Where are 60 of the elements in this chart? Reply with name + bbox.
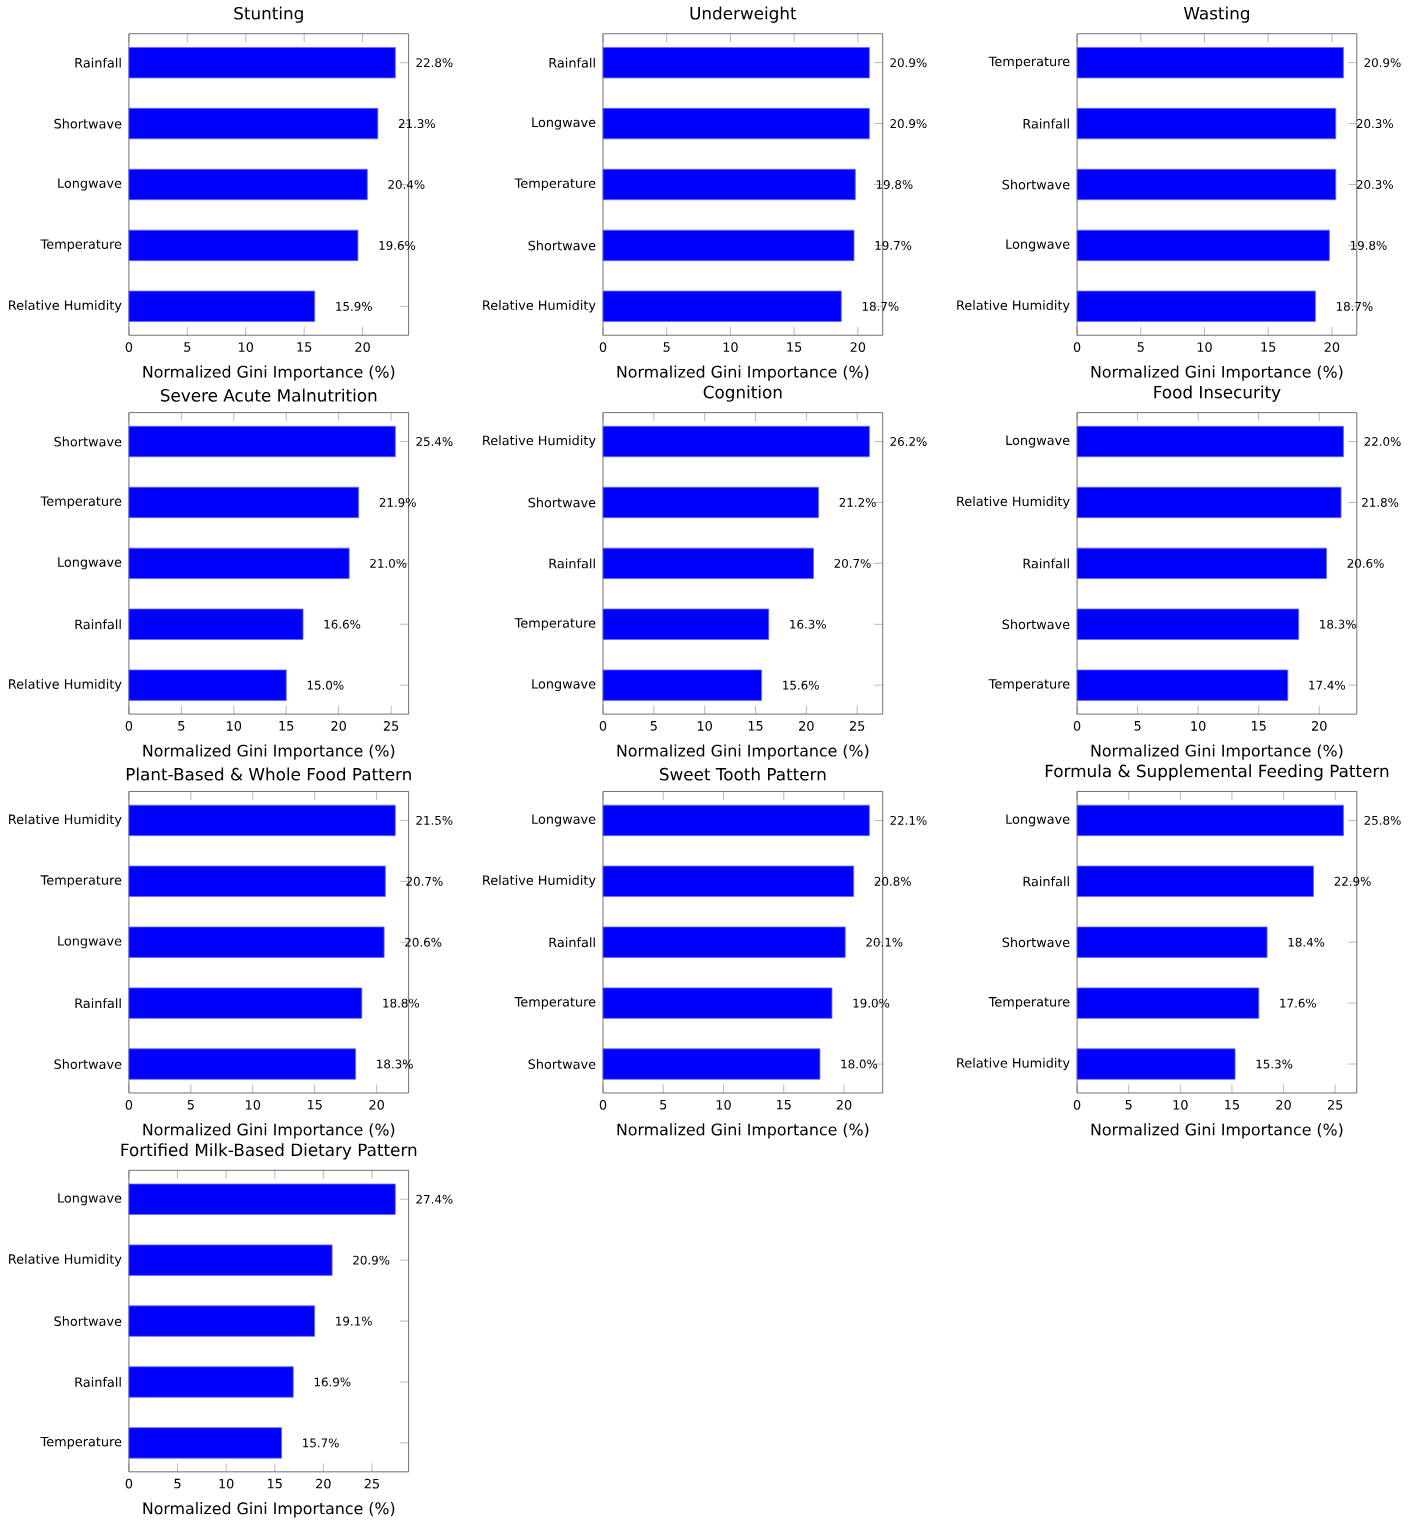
- bar: [128, 987, 363, 1019]
- bar: [128, 1366, 294, 1398]
- bar: [128, 926, 385, 958]
- chart-title: Underweight: [690, 6, 797, 23]
- chart-title: Plant-Based & Whole Food Pattern: [126, 767, 411, 781]
- bar: [1076, 290, 1316, 322]
- bar: [128, 608, 304, 640]
- bar: [128, 1244, 333, 1276]
- bar: [602, 47, 870, 79]
- bar: [128, 486, 359, 519]
- bar: [1076, 608, 1299, 640]
- bar: [602, 608, 769, 640]
- bar: [1076, 107, 1337, 140]
- chart-title: Wasting: [1183, 6, 1249, 23]
- bar: [602, 425, 870, 458]
- bar: [128, 1048, 356, 1080]
- bar: [602, 1048, 821, 1080]
- bar: [128, 290, 315, 322]
- bar: [128, 229, 359, 262]
- bar: [602, 926, 846, 958]
- chart-title: Formula & Supplemental Feeding Pattern: [1045, 764, 1389, 781]
- bar: [602, 168, 856, 201]
- bar: [128, 1183, 396, 1215]
- bar: [602, 669, 762, 701]
- chart-title: Cognition: [703, 385, 782, 402]
- bar: [1076, 547, 1327, 579]
- bar: [1076, 425, 1344, 458]
- bar: [602, 486, 819, 519]
- bar: [128, 168, 368, 201]
- chart-title: Fortified Milk-Based Dietary Pattern: [121, 1143, 417, 1160]
- bar: [1076, 1048, 1236, 1080]
- bar: [1076, 987, 1260, 1019]
- bar: [602, 865, 854, 897]
- bar: [1076, 168, 1337, 201]
- bar: [602, 290, 842, 322]
- chart-title: Stunting: [234, 6, 303, 23]
- bar: [1076, 669, 1289, 701]
- bar: [602, 804, 870, 837]
- bar: [602, 987, 833, 1019]
- bar: [602, 229, 855, 262]
- bar: [1076, 804, 1344, 837]
- chart-title: Food Insecurity: [1154, 385, 1281, 402]
- bar: [128, 865, 386, 897]
- bar: [602, 547, 814, 579]
- bar: [1076, 926, 1268, 958]
- bar: [602, 107, 870, 140]
- bar: [128, 107, 379, 140]
- bar: [1076, 865, 1314, 897]
- bar: [128, 1305, 315, 1337]
- bar: [1076, 47, 1344, 79]
- bar: [128, 669, 287, 701]
- bar: [128, 47, 396, 79]
- bar: [128, 547, 350, 579]
- chart-title: Severe Acute Malnutrition: [160, 388, 377, 402]
- bar: [1076, 229, 1330, 262]
- bar: [1076, 486, 1342, 519]
- bar: [128, 1427, 282, 1459]
- chart-title: Sweet Tooth Pattern: [659, 767, 826, 781]
- bar: [128, 425, 396, 458]
- bar: [128, 804, 396, 837]
